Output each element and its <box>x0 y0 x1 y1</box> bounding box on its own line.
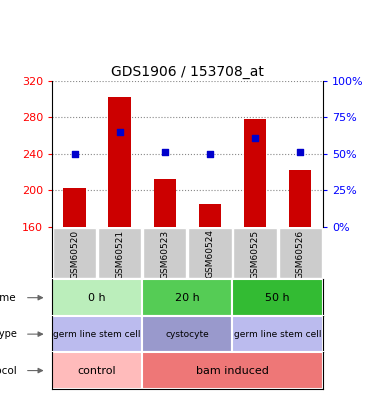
Bar <box>142 316 233 352</box>
Text: GSM60524: GSM60524 <box>206 229 214 278</box>
Text: bam induced: bam induced <box>196 366 269 375</box>
Point <box>117 129 123 135</box>
FancyBboxPatch shape <box>233 228 277 278</box>
FancyBboxPatch shape <box>53 228 96 278</box>
Text: 0 h: 0 h <box>88 293 106 303</box>
Bar <box>142 279 233 316</box>
Bar <box>233 279 323 316</box>
FancyBboxPatch shape <box>188 228 232 278</box>
Point <box>207 151 213 157</box>
Text: GSM60525: GSM60525 <box>250 229 260 279</box>
Text: control: control <box>78 366 116 375</box>
Point <box>162 149 168 156</box>
Text: germ line stem cell: germ line stem cell <box>234 330 321 339</box>
Title: GDS1906 / 153708_at: GDS1906 / 153708_at <box>111 64 264 79</box>
Bar <box>154 179 176 227</box>
Point <box>297 149 303 156</box>
Point <box>252 134 258 141</box>
Bar <box>108 98 131 227</box>
Bar <box>142 352 323 389</box>
Bar <box>244 119 266 227</box>
Text: GSM60521: GSM60521 <box>115 229 124 279</box>
Text: GSM60526: GSM60526 <box>296 229 305 279</box>
Text: 50 h: 50 h <box>265 293 290 303</box>
Text: cystocyte: cystocyte <box>165 330 209 339</box>
Text: protocol: protocol <box>0 366 17 375</box>
Point <box>72 151 78 157</box>
Bar <box>289 170 312 227</box>
FancyBboxPatch shape <box>143 228 187 278</box>
FancyBboxPatch shape <box>279 228 322 278</box>
Bar <box>198 204 221 227</box>
FancyBboxPatch shape <box>98 228 141 278</box>
Text: GSM60520: GSM60520 <box>70 229 79 279</box>
Text: time: time <box>0 293 17 303</box>
Bar <box>63 188 86 227</box>
Text: germ line stem cell: germ line stem cell <box>53 330 141 339</box>
Text: cell type: cell type <box>0 329 17 339</box>
Bar <box>52 352 142 389</box>
Text: 20 h: 20 h <box>175 293 200 303</box>
Bar <box>52 316 142 352</box>
Bar <box>233 316 323 352</box>
Bar <box>52 279 142 316</box>
Text: GSM60523: GSM60523 <box>160 229 169 279</box>
